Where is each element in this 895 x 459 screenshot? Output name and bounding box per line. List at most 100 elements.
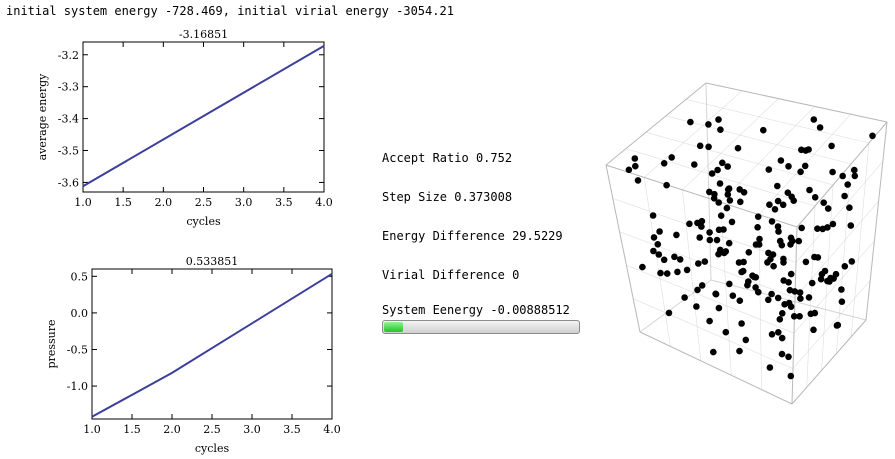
x-axis-label: cycles	[195, 442, 230, 455]
particle	[716, 180, 724, 187]
particle	[706, 229, 713, 236]
particle	[736, 186, 743, 193]
series-line	[82, 44, 325, 188]
particle	[798, 224, 805, 232]
x-tick-label: 1.5	[123, 423, 141, 436]
particle	[736, 297, 744, 304]
particle	[764, 259, 771, 266]
particle	[710, 195, 718, 202]
particle	[775, 329, 782, 336]
particle-box-3d[interactable]	[585, 80, 890, 414]
progress-bar-fill	[384, 322, 403, 332]
box-edge	[791, 319, 867, 405]
box-edge	[605, 164, 641, 333]
particle	[695, 260, 702, 267]
particle	[729, 292, 737, 299]
x-tick-label: 1.5	[114, 196, 131, 209]
virial-difference-label: Virial Difference	[382, 268, 505, 282]
x-axis-label: cycles	[186, 215, 221, 228]
particle	[654, 241, 662, 248]
box-edge	[720, 106, 815, 203]
accept-ratio-value: 0.752	[475, 151, 513, 165]
particle	[755, 241, 763, 248]
y-tick-label: -3.2	[58, 49, 79, 62]
particle	[765, 296, 772, 304]
particle	[725, 239, 733, 247]
x-tick-label: 2.0	[155, 196, 173, 209]
particle	[723, 204, 731, 212]
particle	[696, 234, 703, 241]
particle	[660, 256, 668, 264]
box-edge	[639, 331, 793, 405]
particle	[844, 181, 851, 188]
particle	[705, 143, 712, 151]
box-edge	[865, 121, 888, 321]
particle	[869, 132, 876, 140]
box-edge	[705, 82, 888, 123]
particle	[779, 310, 786, 317]
particle	[745, 249, 753, 256]
y-tick-label: -3.4	[58, 113, 79, 126]
y-tick-label: 0.0	[71, 307, 89, 320]
particle	[851, 172, 859, 180]
particle	[719, 159, 726, 167]
particle	[768, 331, 776, 338]
particle	[841, 192, 848, 200]
particle	[784, 189, 792, 196]
particle	[754, 213, 762, 220]
energy-difference-stat: Energy Difference 29.5229	[382, 229, 563, 243]
box-edge	[705, 82, 712, 281]
particle	[655, 251, 663, 258]
particle	[710, 348, 717, 356]
box-edge	[619, 231, 796, 299]
y-tick-label: -0.5	[67, 343, 88, 356]
particle	[726, 197, 734, 204]
particle	[775, 228, 782, 235]
particle	[808, 279, 816, 287]
particle	[706, 317, 713, 325]
particle	[771, 206, 779, 213]
box-edge	[605, 82, 707, 166]
particle	[841, 263, 849, 270]
particle	[728, 218, 736, 226]
particle	[816, 124, 824, 131]
box-edge	[626, 264, 795, 334]
chart-title: 0.533851	[186, 255, 239, 268]
y-tick-label: -3.6	[58, 176, 79, 189]
particle	[671, 253, 678, 261]
particle-box-svg[interactable]	[585, 80, 890, 410]
particle	[760, 126, 767, 134]
particle	[828, 142, 835, 150]
particle	[668, 154, 675, 161]
particle	[814, 254, 822, 261]
y-tick-label: -3.3	[58, 81, 79, 94]
particle	[706, 188, 713, 196]
particle	[713, 236, 721, 244]
system-energy-label: System Eenergy	[382, 303, 484, 317]
particle	[774, 197, 782, 205]
particle	[665, 309, 673, 317]
x-tick-label: 3.0	[243, 423, 261, 436]
box-edge	[633, 298, 794, 369]
particle	[780, 259, 787, 266]
step-size-value: 0.373008	[454, 190, 513, 204]
particle	[797, 168, 804, 176]
particle	[787, 241, 794, 248]
particle	[768, 290, 775, 298]
particle	[660, 160, 668, 167]
box-edge	[795, 161, 884, 263]
particle	[829, 220, 837, 228]
particle	[738, 268, 745, 276]
particle	[806, 186, 813, 194]
x-tick-label: 3.5	[283, 423, 301, 436]
box-edge	[605, 164, 798, 228]
particle	[805, 294, 813, 301]
box-edge	[643, 177, 671, 347]
particle	[639, 263, 646, 271]
particle	[705, 121, 712, 128]
particle	[724, 163, 731, 170]
particle	[693, 303, 700, 310]
box-edge	[682, 98, 779, 191]
particle	[738, 320, 745, 327]
box-edge	[850, 142, 870, 337]
